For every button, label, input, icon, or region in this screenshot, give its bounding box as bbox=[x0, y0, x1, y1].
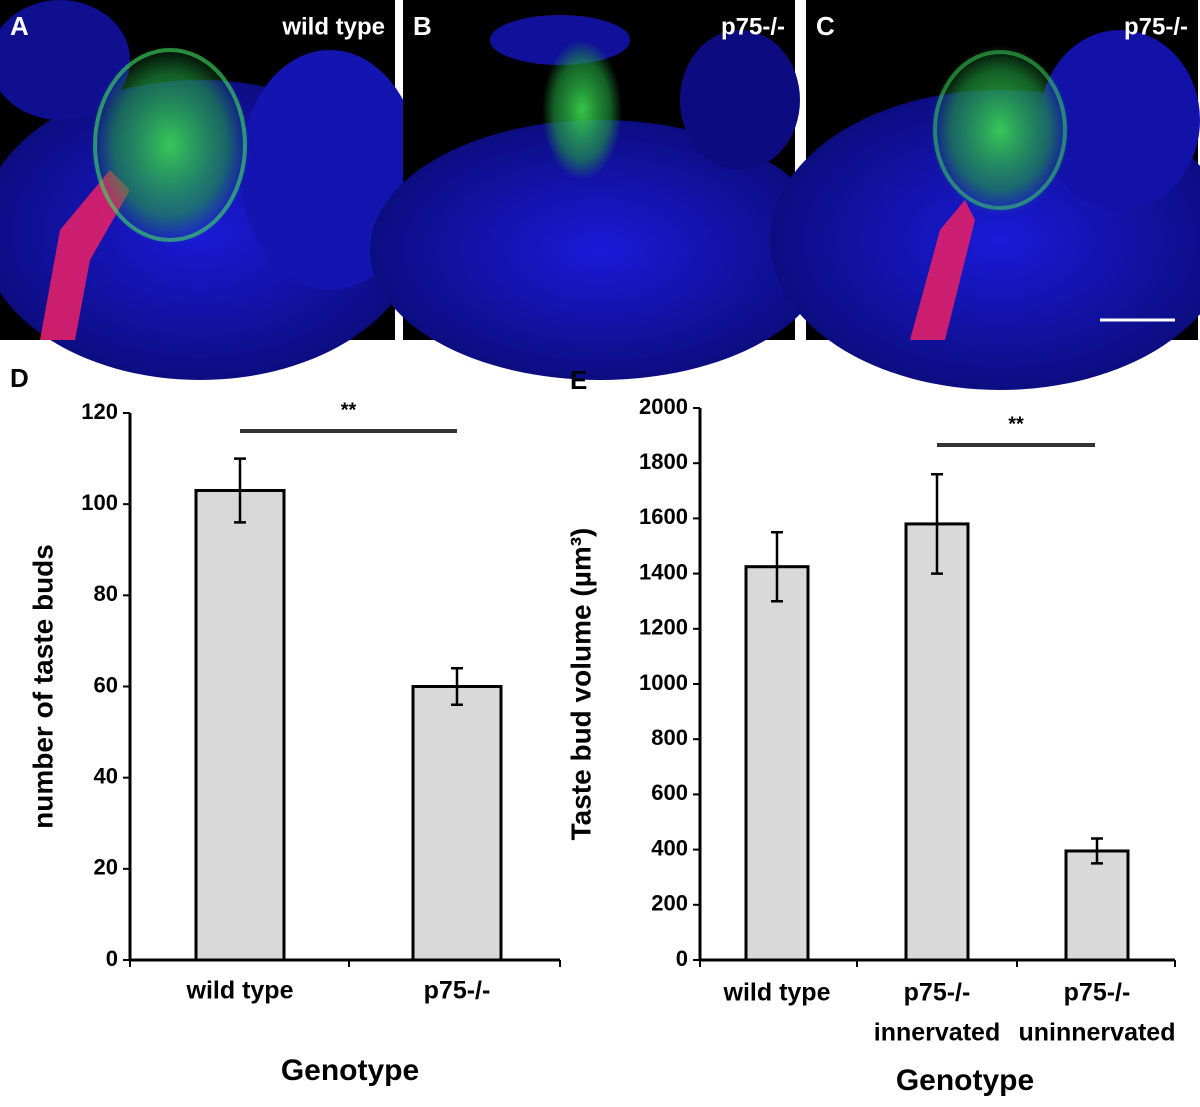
bar bbox=[411, 685, 503, 962]
micrograph-c bbox=[770, 0, 1200, 390]
y-tick-label: 800 bbox=[651, 725, 688, 750]
panel-letter: A bbox=[10, 11, 29, 41]
y-tick-label: 60 bbox=[94, 672, 118, 697]
y-tick-label: 0 bbox=[676, 946, 688, 971]
bar bbox=[194, 488, 286, 962]
y-axis-label: number of taste buds bbox=[27, 544, 58, 829]
micrograph-b bbox=[370, 0, 830, 380]
x-axis-label: Genotype bbox=[896, 1064, 1034, 1097]
y-tick-label: 80 bbox=[94, 581, 118, 606]
x-tick-label: wild type bbox=[186, 977, 294, 1005]
x-tick-label: uninnervated bbox=[1019, 1019, 1176, 1047]
panel-label: wild type bbox=[281, 13, 385, 40]
micrograph-a bbox=[0, 0, 420, 380]
significance-label: ** bbox=[341, 399, 357, 421]
y-tick-label: 400 bbox=[651, 835, 688, 860]
y-tick-label: 100 bbox=[81, 490, 118, 515]
y-tick-label: 1400 bbox=[639, 559, 688, 584]
y-tick-label: 200 bbox=[651, 891, 688, 916]
error-bar bbox=[931, 472, 943, 575]
error-bar bbox=[1091, 837, 1103, 865]
error-bar bbox=[234, 457, 246, 524]
x-tick-label: p75-/- bbox=[1064, 979, 1131, 1007]
y-tick-label: 2000 bbox=[639, 394, 688, 419]
y-tick-label: 40 bbox=[94, 763, 118, 788]
panel-letter: E bbox=[570, 365, 587, 395]
panel-letter: D bbox=[10, 363, 29, 393]
panel-letter: C bbox=[816, 11, 835, 41]
error-bar bbox=[451, 667, 463, 706]
panel-label: p75-/- bbox=[721, 13, 785, 40]
error-bar bbox=[771, 530, 783, 603]
significance-label: ** bbox=[1008, 413, 1024, 435]
y-tick-label: 1800 bbox=[639, 449, 688, 474]
bar bbox=[1064, 849, 1130, 962]
panel-letter: B bbox=[413, 11, 432, 41]
panel-label: p75-/- bbox=[1124, 13, 1188, 40]
y-tick-label: 1000 bbox=[639, 670, 688, 695]
bar bbox=[904, 522, 970, 962]
y-tick-label: 1200 bbox=[639, 615, 688, 640]
x-tick-label: innervated bbox=[874, 1019, 1000, 1047]
y-tick-label: 20 bbox=[94, 855, 118, 880]
y-tick-label: 120 bbox=[81, 399, 118, 424]
x-tick-label: p75-/- bbox=[904, 979, 971, 1007]
x-tick-label: p75-/- bbox=[424, 977, 491, 1005]
y-tick-label: 0 bbox=[106, 946, 118, 971]
bar bbox=[744, 565, 810, 962]
y-tick-label: 1600 bbox=[639, 504, 688, 529]
y-tick-label: 600 bbox=[651, 780, 688, 805]
x-axis-label: Genotype bbox=[281, 1054, 419, 1087]
y-axis-label: Taste bud volume (µm³) bbox=[565, 528, 596, 841]
x-tick-label: wild type bbox=[723, 979, 831, 1007]
